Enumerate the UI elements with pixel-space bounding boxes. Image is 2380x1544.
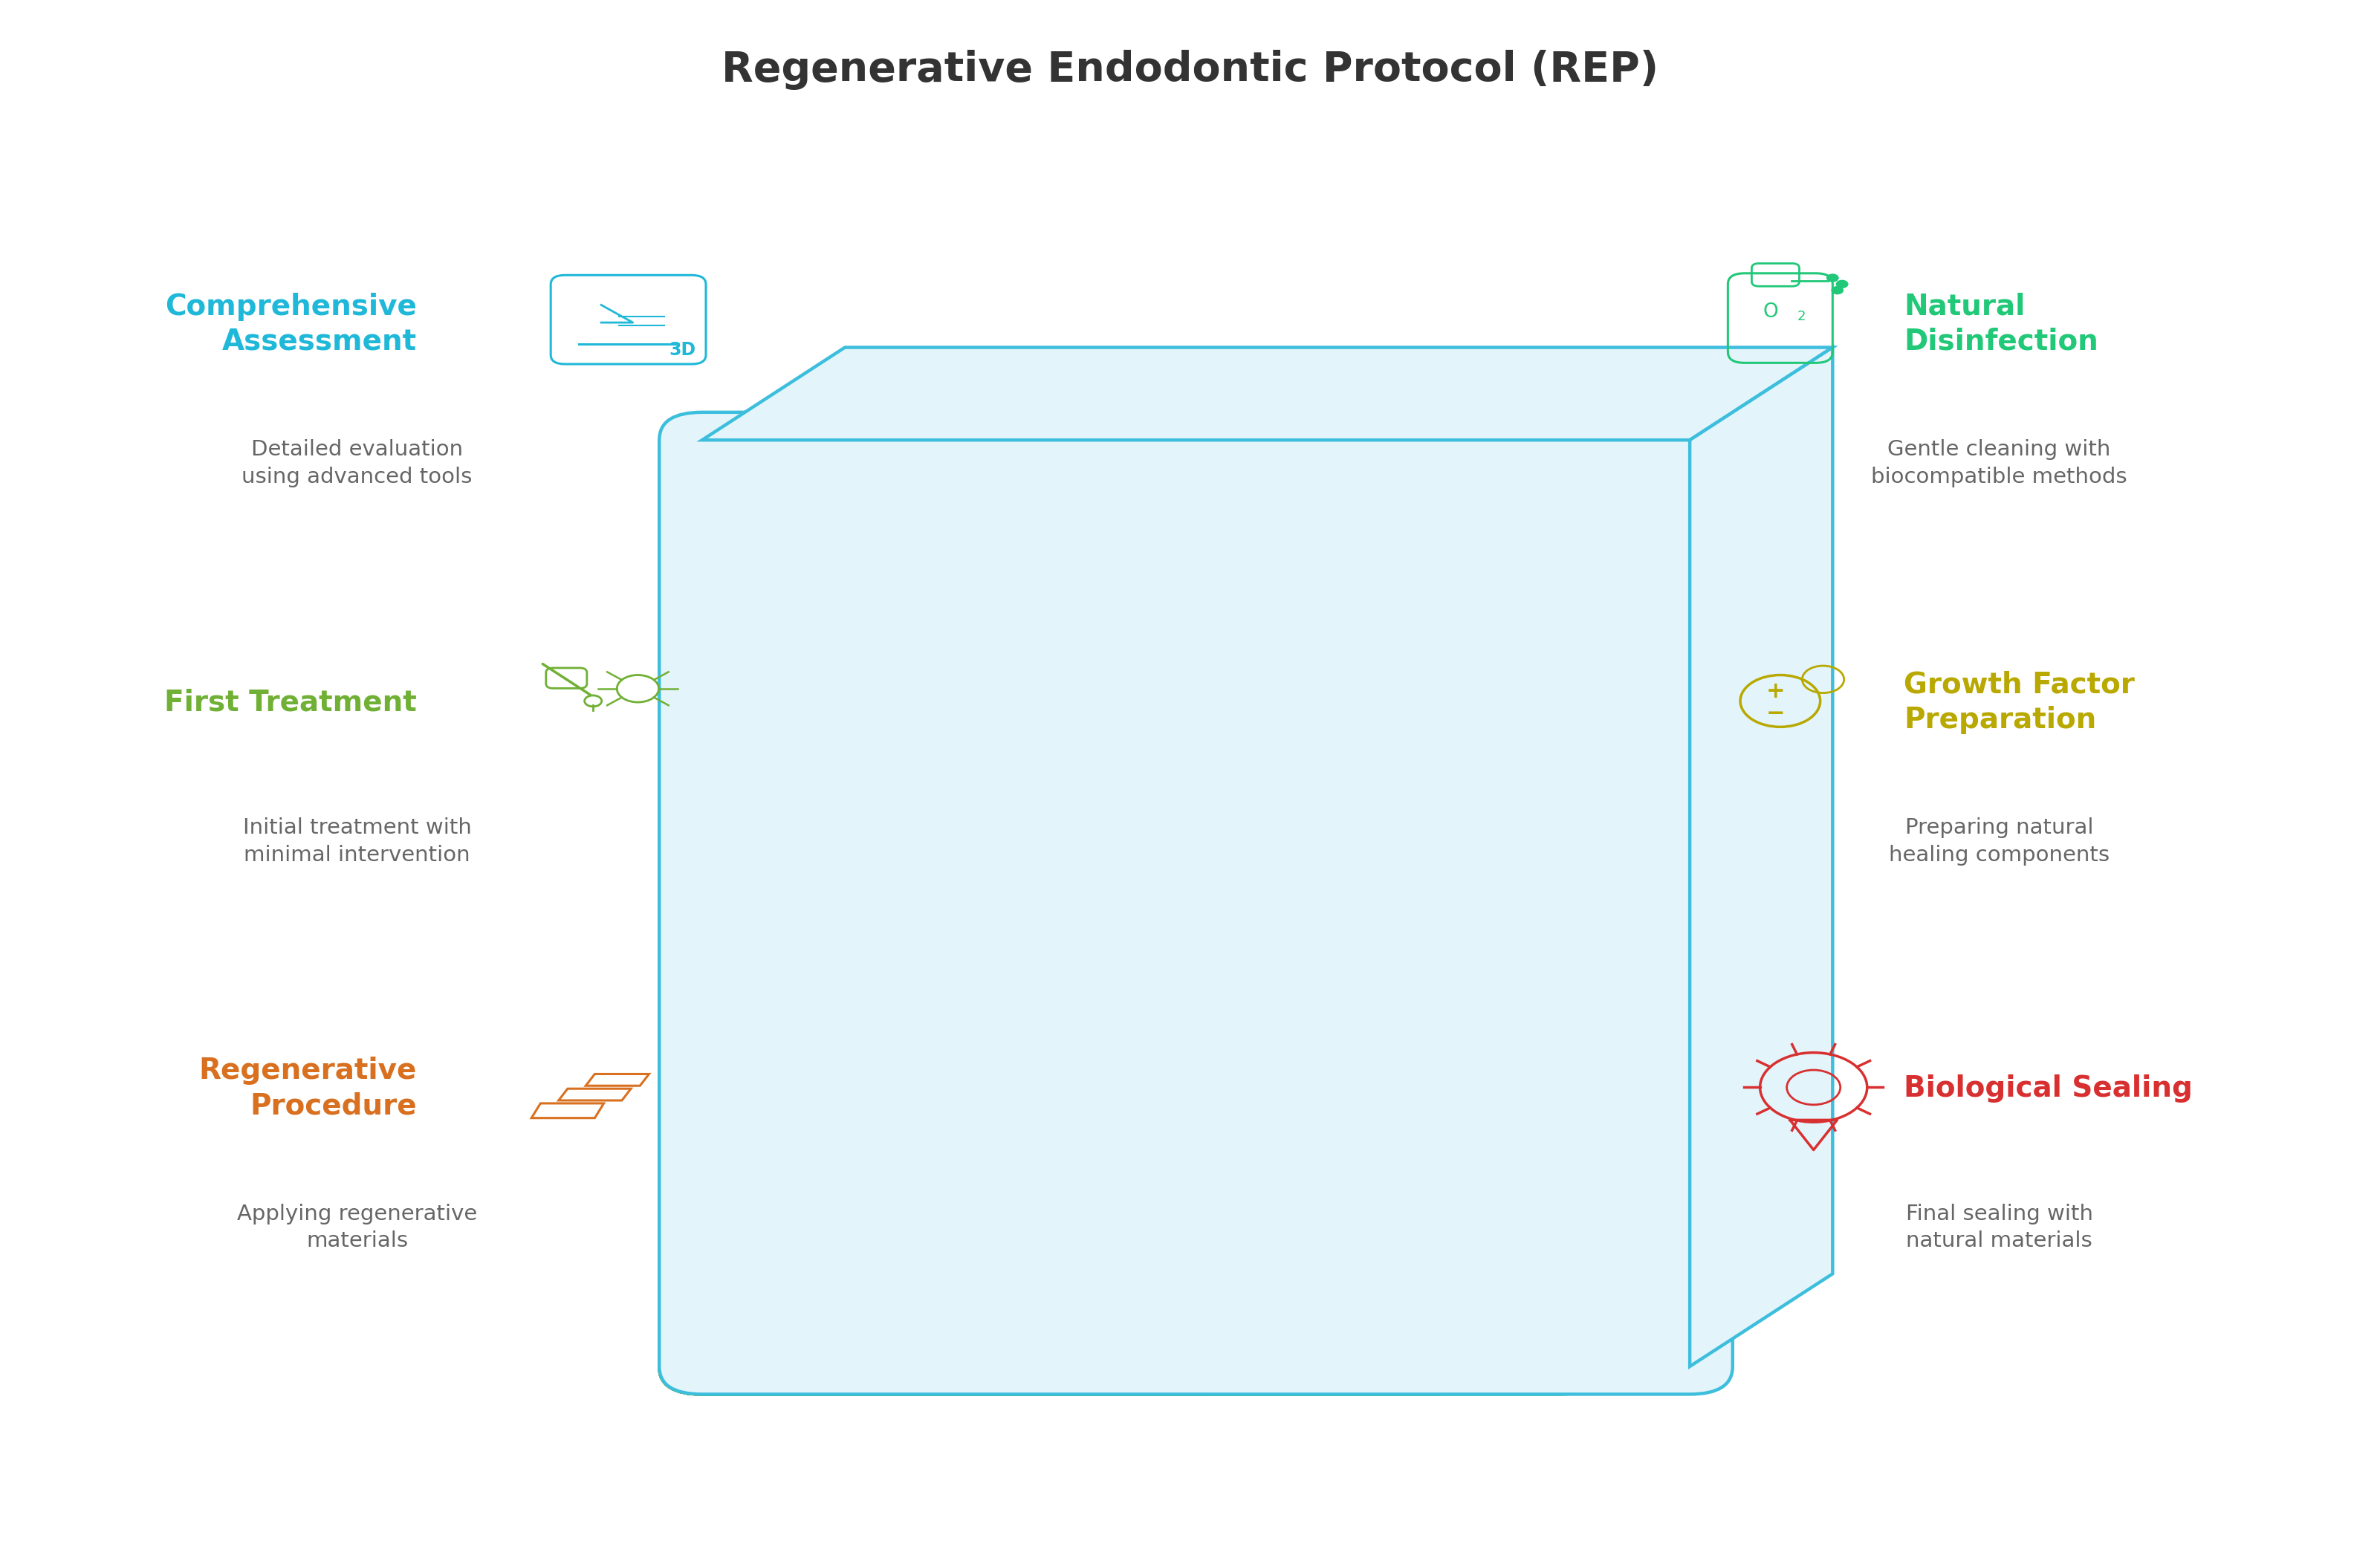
Text: Detailed evaluation
using advanced tools: Detailed evaluation using advanced tools bbox=[243, 438, 471, 488]
FancyBboxPatch shape bbox=[659, 513, 1602, 1394]
Polygon shape bbox=[1435, 576, 1540, 1366]
FancyBboxPatch shape bbox=[659, 616, 1478, 1394]
Text: Applying regenerative
materials: Applying regenerative materials bbox=[238, 1203, 476, 1252]
Polygon shape bbox=[702, 576, 1540, 644]
Text: Growth Factor
Preparation: Growth Factor Preparation bbox=[1904, 672, 2135, 733]
Polygon shape bbox=[1559, 460, 1683, 1366]
Circle shape bbox=[1833, 287, 1842, 293]
Polygon shape bbox=[1690, 347, 1833, 1366]
Text: Initial treatment with
minimal intervention: Initial treatment with minimal intervent… bbox=[243, 817, 471, 866]
Polygon shape bbox=[1197, 806, 1264, 1366]
Text: Regenerative Endodontic Protocol (REP): Regenerative Endodontic Protocol (REP) bbox=[721, 49, 1659, 90]
Text: −: − bbox=[1766, 703, 1785, 724]
Text: +: + bbox=[1766, 681, 1785, 703]
Circle shape bbox=[1828, 275, 1837, 281]
Text: 3D: 3D bbox=[669, 341, 695, 360]
Polygon shape bbox=[702, 460, 1683, 540]
Text: Biological Sealing: Biological Sealing bbox=[1904, 1075, 2192, 1102]
Polygon shape bbox=[1078, 922, 1126, 1366]
FancyBboxPatch shape bbox=[659, 1027, 1007, 1394]
Polygon shape bbox=[702, 347, 1833, 440]
FancyBboxPatch shape bbox=[659, 412, 1733, 1394]
Text: Final sealing with
natural materials: Final sealing with natural materials bbox=[1906, 1203, 2092, 1252]
Text: O: O bbox=[1764, 303, 1778, 321]
Text: Comprehensive
Assessment: Comprehensive Assessment bbox=[164, 293, 416, 355]
FancyBboxPatch shape bbox=[659, 718, 1359, 1394]
Polygon shape bbox=[702, 690, 1402, 746]
Polygon shape bbox=[1316, 690, 1402, 1366]
Text: Preparing natural
healing components: Preparing natural healing components bbox=[1890, 817, 2109, 866]
Text: Gentle cleaning with
biocompatible methods: Gentle cleaning with biocompatible metho… bbox=[1871, 438, 2128, 488]
FancyBboxPatch shape bbox=[659, 925, 1121, 1394]
Polygon shape bbox=[702, 806, 1264, 849]
FancyBboxPatch shape bbox=[659, 821, 1240, 1394]
Text: Natural
Disinfection: Natural Disinfection bbox=[1904, 293, 2099, 355]
Text: Regenerative
Procedure: Regenerative Procedure bbox=[198, 1058, 416, 1119]
Text: First Treatment: First Treatment bbox=[164, 689, 416, 716]
Text: 2: 2 bbox=[1797, 309, 1806, 323]
Polygon shape bbox=[702, 922, 1126, 953]
Circle shape bbox=[1837, 281, 1847, 287]
